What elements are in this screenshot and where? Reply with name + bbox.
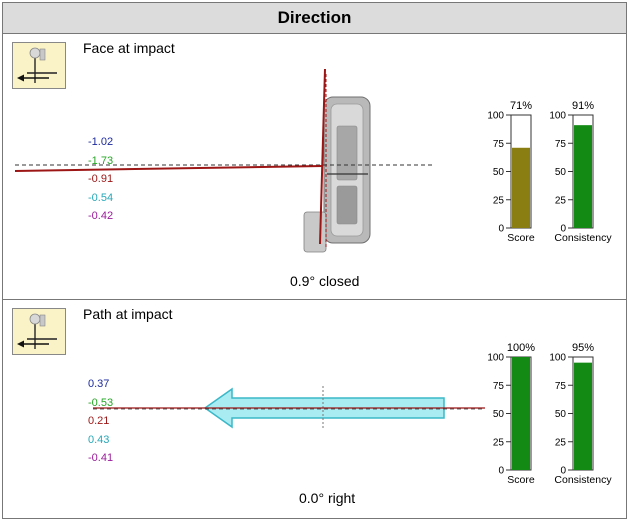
face-gauge-consistency: 100 75 50 25 0 91% Consistency	[549, 100, 612, 244]
path-value-5: -0.41	[88, 452, 114, 464]
face-gauges: 100 75 50 25 0 71% Score 100 75 50 25 0 91% Consisten…	[487, 100, 612, 244]
path-value-3: 0.21	[88, 415, 110, 427]
face-value-3: -0.91	[88, 173, 114, 185]
gauge-tick-label: 100	[549, 111, 566, 122]
face-panel: Face at impact -1.02 -1.73 -0.91 -0.54 -0.42…	[3, 34, 626, 300]
path-value-4: 0.43	[88, 433, 110, 446]
golfer-direction-icon	[12, 42, 66, 89]
face-title: Face at impact	[83, 40, 175, 56]
gauge-tick-label: 25	[493, 195, 505, 206]
gauge-tick-label: 100	[487, 353, 504, 364]
path-value-2: -0.53	[88, 396, 114, 409]
path-gauges: 100 75 50 25 0 100% Score 100 75 50 25 0 95% Consiste…	[487, 342, 612, 486]
gauge-tick-label: 0	[560, 466, 566, 477]
path-caption: 0.0° right	[299, 490, 356, 506]
gauge-percent: 91%	[572, 100, 594, 112]
gauge-percent: 71%	[510, 100, 532, 112]
gauge-tick-label: 50	[555, 409, 567, 420]
gauge-label: Score	[507, 232, 535, 244]
path-gauge-consistency: 100 75 50 25 0 95% Consistency	[549, 342, 612, 486]
gauge-tick-label: 0	[498, 466, 504, 477]
golfer-direction-icon	[12, 308, 66, 355]
gauge-percent: 100%	[507, 342, 535, 354]
path-values-list: 0.37 -0.53 0.21 0.43 -0.41	[88, 375, 113, 468]
gauge-tick-label: 25	[493, 437, 505, 448]
gauge-tick-label: 75	[555, 139, 567, 150]
gauge-tick-label: 75	[555, 381, 567, 392]
path-value-1: 0.37	[88, 378, 110, 390]
gauge-fill	[512, 357, 530, 470]
face-diagram	[14, 68, 433, 253]
path-title: Path at impact	[83, 306, 173, 322]
face-value-1: -1.02	[88, 136, 114, 148]
gauge-tick-label: 25	[555, 195, 567, 206]
gauge-tick-label: 0	[498, 224, 504, 235]
gauge-percent: 95%	[572, 342, 594, 354]
face-values-list: -1.02 -1.73 -0.91 -0.54 -0.42	[88, 133, 113, 226]
face-angle-line	[319, 68, 326, 245]
face-value-4: -0.54	[88, 191, 114, 204]
gauge-tick-label: 50	[493, 167, 505, 178]
gauge-fill	[574, 125, 592, 228]
gauge-tick-label: 75	[493, 139, 505, 150]
face-direction-line	[14, 165, 324, 172]
gauge-tick-label: 0	[560, 224, 566, 235]
gauge-tick-label: 25	[555, 437, 567, 448]
putter-head-image	[303, 96, 371, 253]
gauge-tick-label: 100	[487, 111, 504, 122]
face-caption: 0.9° closed	[290, 273, 360, 289]
section-title: Direction	[3, 3, 626, 34]
gauge-tick-label: 50	[555, 167, 567, 178]
face-value-5: -0.42	[88, 210, 114, 222]
gauge-label: Consistency	[554, 232, 612, 244]
gauge-fill	[512, 147, 530, 228]
path-panel: Path at impact 0.37 -0.53 0.21 0.43 -0.41 0.…	[3, 300, 626, 519]
path-diagram	[93, 386, 485, 429]
gauge-label: Score	[507, 474, 535, 486]
face-gauge-score: 100 75 50 25 0 71% Score	[487, 100, 535, 244]
face-value-2: -1.73	[88, 154, 114, 167]
gauge-tick-label: 50	[493, 409, 505, 420]
gauge-tick-label: 75	[493, 381, 505, 392]
path-gauge-score: 100 75 50 25 0 100% Score	[487, 342, 535, 486]
gauge-label: Consistency	[554, 474, 612, 486]
gauge-tick-label: 100	[549, 353, 566, 364]
gauge-fill	[574, 362, 592, 470]
